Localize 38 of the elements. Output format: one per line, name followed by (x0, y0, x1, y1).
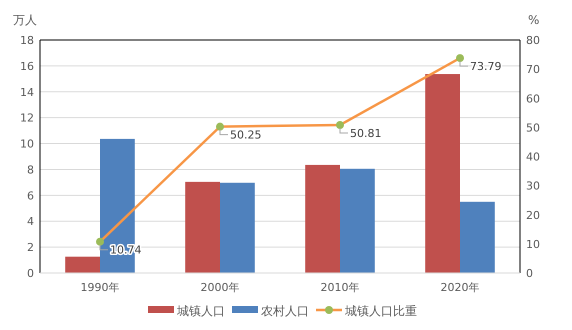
x-tick-label: 2000年 (200, 281, 240, 294)
data-label: 50.81 (350, 127, 382, 140)
x-tick-label: 2020年 (440, 281, 480, 294)
x-tick-label: 2010年 (320, 281, 360, 294)
y2-tick-label: 20 (526, 208, 540, 222)
y-tick-label: 0 (27, 267, 34, 280)
y2-tick-label: 30 (526, 180, 540, 193)
data-label: 73.79 (470, 60, 502, 74)
y2-tick-label: 80 (526, 34, 540, 47)
y-axis-title: 万人 (13, 13, 37, 27)
y2-tick-label: 10 (526, 238, 540, 251)
y2-axis-title: % (528, 13, 540, 27)
y-tick-label: 16 (20, 60, 34, 73)
y2-tick-label: 0 (526, 267, 533, 280)
bar (185, 182, 220, 273)
y-tick-label: 4 (27, 215, 34, 228)
y2-tick-label: 50 (526, 121, 540, 134)
bar (340, 168, 375, 273)
legend-label: 农村人口 (261, 304, 309, 318)
y-tick-label: 12 (20, 112, 34, 125)
data-label: 50.25 (230, 128, 262, 142)
y-tick-label: 10 (20, 138, 34, 151)
x-tick-label: 1990年 (80, 281, 120, 294)
y-tick-label: 6 (27, 189, 34, 202)
y-tick-label: 2 (27, 241, 34, 254)
y2-tick-label: 40 (526, 150, 540, 164)
legend-label: 城镇人口 (176, 304, 225, 318)
y-tick-label: 8 (27, 163, 34, 176)
bar (220, 182, 255, 273)
bar (425, 74, 460, 273)
bar (460, 202, 495, 273)
y2-tick-label: 70 (526, 63, 540, 76)
y2-tick-label: 60 (526, 92, 540, 106)
y-tick-label: 18 (20, 34, 34, 47)
y-tick-label: 14 (20, 86, 34, 99)
legend-label: 城镇人口比重 (344, 304, 417, 318)
bar (305, 164, 340, 273)
bar (65, 256, 100, 273)
